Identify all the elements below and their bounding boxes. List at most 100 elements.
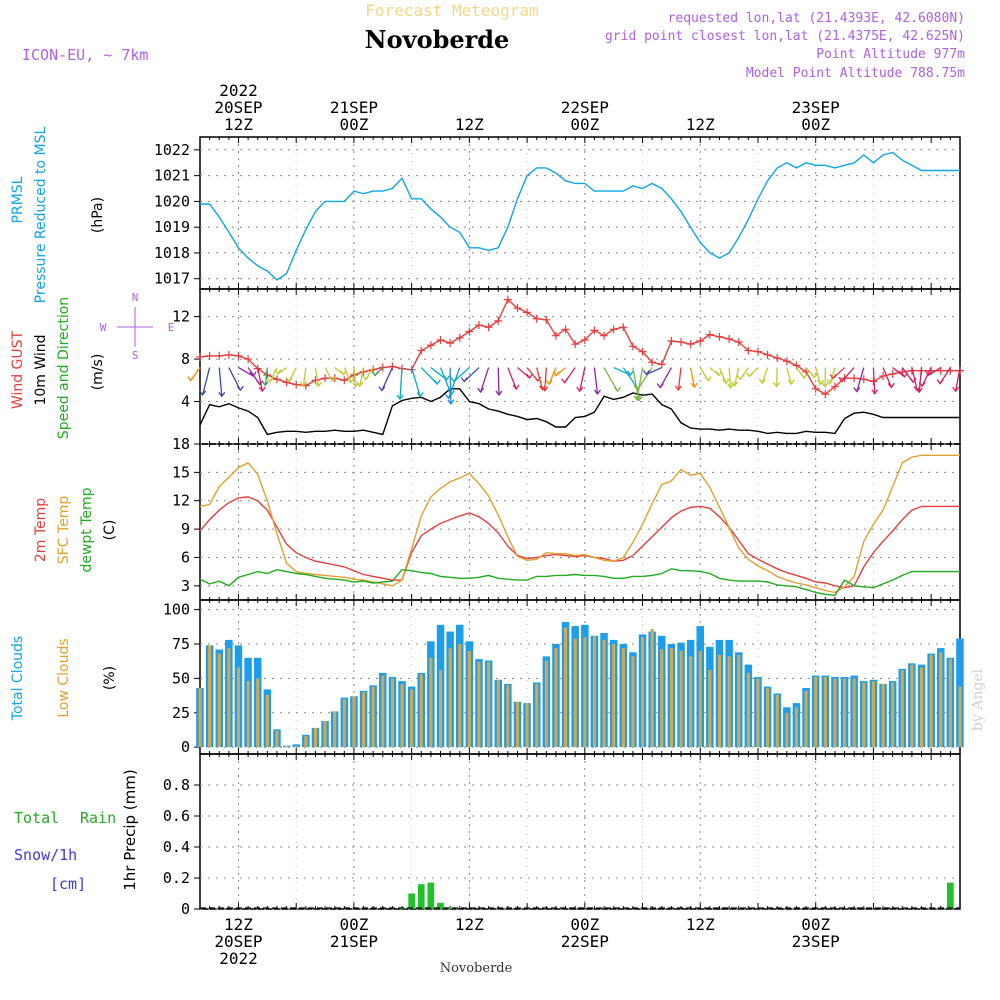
bar-precip-0 (446, 907, 454, 909)
wind-arrow (921, 367, 932, 387)
wind-arrow-head (512, 384, 520, 391)
clouds-label-low: Low Clouds (56, 638, 72, 717)
bar-clouds-1 (592, 635, 596, 748)
gust-point (503, 295, 512, 304)
pressure-unit: (hPa) (90, 197, 106, 233)
temp-unit: (C) (102, 520, 118, 541)
top-time-label: 22SEP (561, 98, 609, 117)
bottom-time-label: 12Z (686, 915, 715, 934)
series-line-pressure-0 (200, 151, 960, 281)
series-line-temperature-2 (199, 568, 960, 597)
bar-clouds-1 (506, 685, 510, 748)
gust-point (811, 384, 820, 393)
compass-east: E (168, 321, 175, 334)
gust-point (609, 325, 618, 334)
wind-arrow-head (810, 373, 818, 379)
tick-label-precip: 0.4 (163, 838, 190, 856)
bar-clouds-1 (246, 681, 250, 748)
precip-label-rain: Rain (80, 809, 116, 827)
wind-arrow (353, 367, 357, 387)
gust-point (494, 316, 503, 325)
wind-arrow-head (199, 390, 207, 396)
bar-clouds-1 (458, 644, 462, 748)
bar-clouds-1 (236, 667, 240, 748)
bar-clouds-1 (862, 682, 866, 748)
wind-arrow (636, 367, 644, 401)
panel-frame-precip (199, 753, 961, 910)
bar-clouds-1 (650, 628, 654, 748)
tick-label-pressure: 1017 (154, 270, 190, 288)
info-model-altitude: Model Point Altitude 788.75m (746, 66, 965, 81)
bar-clouds-1 (208, 645, 212, 748)
bottom-time-label: 00Z (339, 915, 368, 934)
temp-label-sfc: SFC Temp (56, 496, 72, 565)
tick-label-temperature: 3 (181, 577, 190, 595)
pressure-label-msl: Pressure Reduced to MSL (33, 126, 49, 303)
top-time-label: 23SEP (792, 98, 840, 117)
gust-point (782, 357, 791, 366)
bar-clouds-1 (390, 678, 394, 748)
precip-label-snow: Snow/1h (14, 846, 77, 864)
gust-point (523, 308, 532, 317)
gust-point (282, 378, 291, 387)
bar-clouds-1 (823, 677, 827, 748)
wind-arrow (892, 367, 906, 378)
wind-arrow (536, 367, 544, 390)
bar-clouds-1 (564, 627, 568, 748)
tick-label-wind: 12 (172, 308, 190, 326)
bar-clouds-1 (256, 678, 260, 748)
bar-clouds-1 (669, 648, 673, 748)
bar-clouds-1 (852, 678, 856, 748)
bar-clouds-1 (371, 686, 375, 748)
bar-clouds-1 (198, 688, 202, 748)
gust-point (763, 350, 772, 359)
series-line-temperature-0 (199, 496, 960, 589)
model-label: ICON-EU, ~ 7km (22, 46, 148, 64)
tick-label-clouds: 75 (172, 635, 190, 653)
wind-arrow-head (915, 387, 923, 394)
bar-clouds-1 (439, 670, 443, 748)
tick-label-pressure: 1018 (154, 244, 190, 262)
bar-clouds-1 (381, 675, 385, 748)
bar-clouds-1 (487, 661, 491, 748)
tick-label-pressure: 1022 (154, 141, 190, 159)
wind-arrow (786, 367, 792, 385)
wind-arrow-head (871, 389, 879, 395)
wind-arrow-head (396, 394, 404, 401)
wind-arrow-head (187, 376, 195, 382)
bottom-time-label: 00Z (570, 915, 599, 934)
bar-clouds-1 (727, 656, 731, 748)
wind-arrow-head (613, 386, 622, 393)
bottom-time-label: 21SEP (330, 932, 378, 951)
precip-label-total: Total (14, 809, 59, 827)
gust-point (542, 315, 551, 324)
wind-arrow (359, 367, 365, 387)
compass-south: S (132, 349, 139, 362)
bar-clouds-1 (217, 653, 221, 748)
wind-arrow-head (433, 379, 441, 386)
wind-arrow-head (731, 381, 739, 387)
gust-point (734, 338, 743, 347)
wind-arrow (479, 367, 490, 393)
gust-point (484, 323, 493, 332)
gust-point (292, 380, 301, 389)
gust-point (388, 362, 397, 371)
gust-point (888, 369, 897, 378)
wind-arrow (955, 367, 961, 392)
bar-clouds-1 (910, 664, 914, 748)
bar-clouds-1 (775, 694, 779, 748)
wind-arrow-head (722, 378, 730, 385)
wind-arrow-head (817, 379, 825, 386)
wind-arrow (761, 367, 769, 384)
wind-arrow (928, 367, 942, 376)
bar-clouds-1 (313, 727, 317, 748)
wind-arrow-head (362, 375, 370, 381)
wind-arrow-head (416, 392, 424, 398)
wind-arrow (257, 367, 263, 392)
wind-arrow (302, 367, 307, 387)
wind-arrow-head (256, 380, 264, 386)
wind-arrow-head (258, 386, 266, 393)
bar-clouds-1 (900, 670, 904, 748)
wind-arrow-head (746, 371, 754, 378)
